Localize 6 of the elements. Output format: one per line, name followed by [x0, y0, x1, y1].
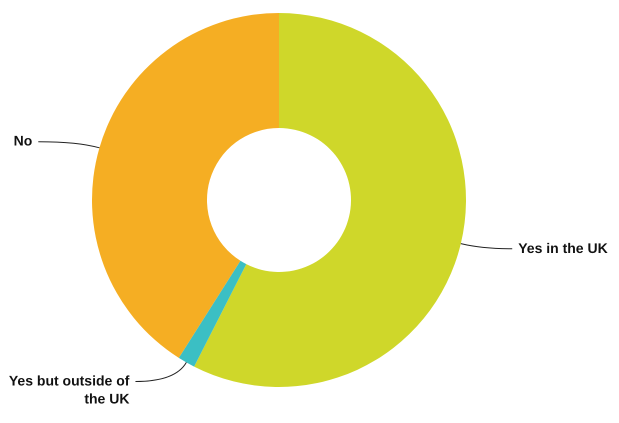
slice-label: No [14, 132, 32, 149]
donut-slice [92, 13, 279, 358]
donut-slice [178, 260, 246, 367]
slice-label: Yes in the UK [518, 240, 608, 256]
slice-label: Yes but outside of the UK [8, 372, 130, 407]
donut-slice [194, 13, 466, 387]
